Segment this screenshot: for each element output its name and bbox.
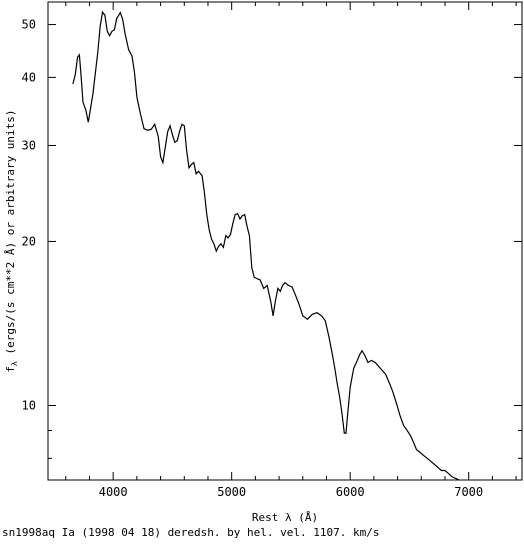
y-tick-label: 20 (22, 234, 36, 248)
y-axis-label-symbol: f (4, 366, 17, 373)
x-tick-label: 6000 (336, 485, 365, 499)
y-tick-label: 40 (22, 70, 36, 84)
y-tick-label: 50 (22, 18, 36, 32)
plot-frame (47, 1, 523, 481)
x-tick-label: 7000 (454, 485, 483, 499)
y-axis-label-subscript: λ (10, 361, 19, 366)
y-axis-label: fλ (ergs/(s cm**2 Å) or arbitrary units) (4, 109, 19, 372)
axis-ticks (48, 2, 522, 480)
x-tick-label: 5000 (217, 485, 246, 499)
y-axis-label-rest: (ergs/(s cm**2 Å) or arbitrary units) (4, 109, 17, 361)
y-tick-label: 10 (22, 399, 36, 413)
caption: sn1998aq Ia (1998 04 18) deredsh. by hel… (2, 526, 380, 539)
axis-tick-labels: 4000 5000 6000 7000 10 20 30 40 50 (22, 18, 484, 499)
x-axis-label: Rest λ (Å) (252, 511, 318, 524)
spectrum-line (72, 10, 460, 481)
y-tick-label: 30 (22, 138, 36, 152)
x-tick-label: 4000 (99, 485, 128, 499)
